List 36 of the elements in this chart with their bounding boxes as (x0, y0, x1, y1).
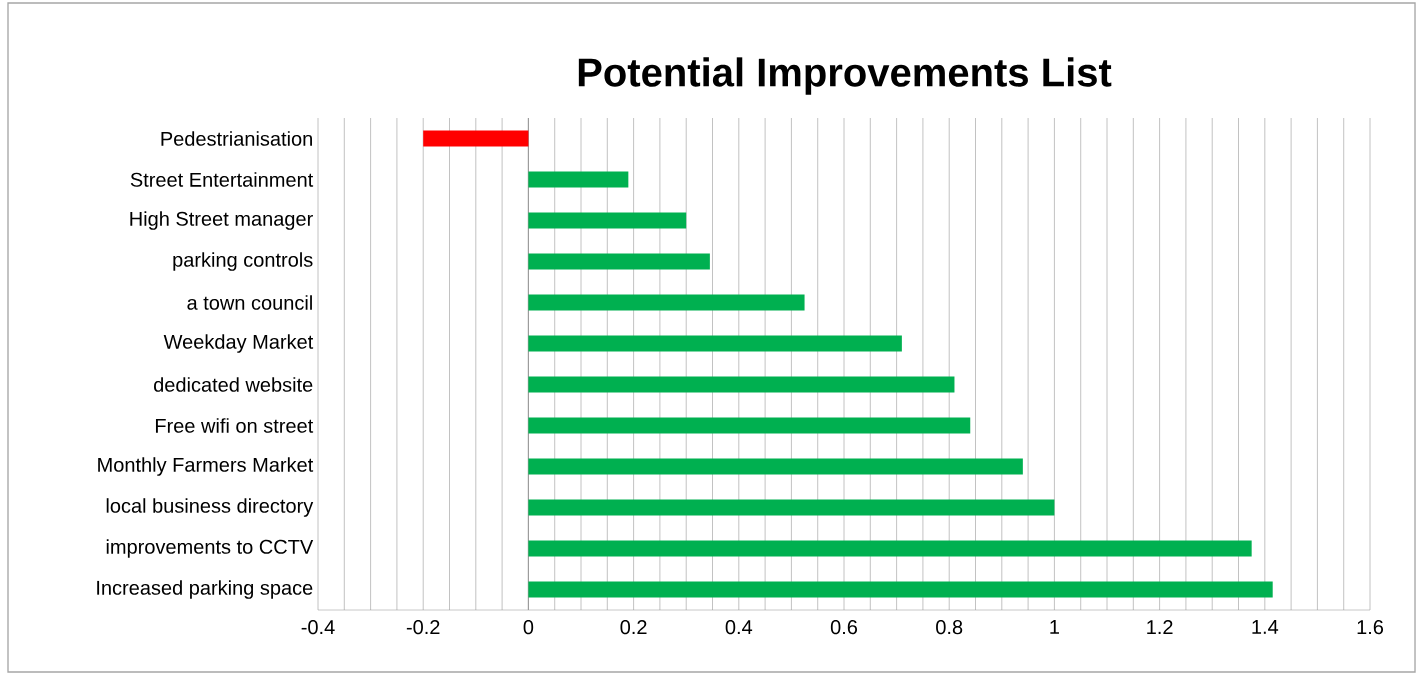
y-tick-label: Free wifi on street (155, 418, 314, 433)
y-tick-label: a town council (187, 295, 312, 310)
x-tick-label: 0.4 (725, 620, 753, 635)
x-tick-label: 0 (523, 620, 534, 635)
x-tick-label: 1.2 (1147, 620, 1173, 635)
y-tick-label: Increased parking space (97, 580, 313, 599)
y-tick-label: dedicated website (154, 377, 313, 392)
bar (528, 499, 1055, 516)
y-tick-label: Weekday Market (163, 334, 314, 353)
bar (528, 335, 902, 352)
chart-title: Potential Improvements List (578, 57, 1112, 95)
x-tick-label: 1.6 (1357, 620, 1384, 635)
y-tick-label: improvements to CCTV (106, 539, 314, 558)
bar (528, 458, 1023, 475)
y-tick-label: Monthly Farmers Market (98, 457, 314, 476)
y-tick-label: Pedestrianisation (161, 131, 312, 146)
bar (528, 294, 805, 311)
bar (528, 376, 955, 393)
bar (528, 253, 710, 270)
x-tick-label: 0.6 (830, 620, 858, 635)
x-tick-label: -0.2 (406, 620, 440, 635)
y-tick-label: Street Entertainment (130, 172, 314, 187)
bar (528, 212, 687, 229)
bar (528, 171, 629, 188)
x-tick-label: -0.4 (301, 620, 335, 635)
y-tick-label: High Street manager (130, 211, 313, 230)
x-tick-label: 0.2 (620, 620, 647, 635)
bar (528, 417, 971, 434)
bar (423, 130, 529, 147)
x-tick-label: 1.4 (1252, 620, 1279, 634)
x-tick-label: 1 (1050, 620, 1059, 634)
x-tick-label: 0.8 (936, 620, 963, 635)
y-tick-label: local business directory (106, 498, 314, 517)
bar (528, 581, 1273, 598)
y-tick-label: parking controls (173, 252, 313, 271)
bar (528, 540, 1252, 557)
